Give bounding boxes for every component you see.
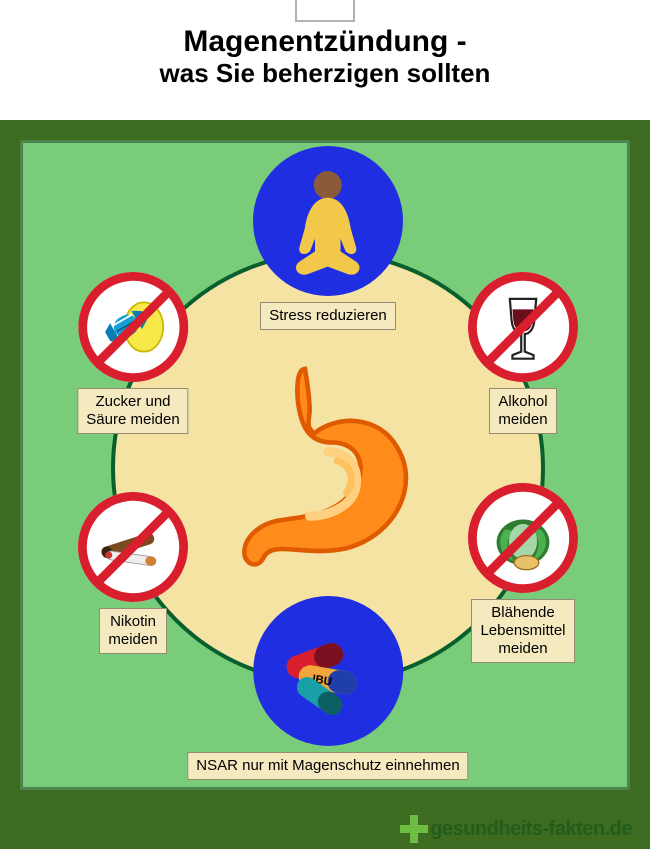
cabbage-icon [468, 483, 578, 593]
main-area: Stress reduzieren Alkoholmeiden Blähende… [0, 120, 650, 810]
wine-icon [468, 272, 578, 382]
candy-icon [78, 272, 188, 382]
cigarette-icon [78, 492, 188, 602]
header-tab-decoration [295, 0, 355, 22]
stomach-icon [213, 351, 443, 586]
footer-logo: gesundheits-fakten.de [400, 815, 632, 843]
node-sugar: Zucker undSäure meiden [77, 272, 188, 434]
node-label-sugar: Zucker undSäure meiden [77, 388, 188, 434]
node-label-bloating: BlähendeLebensmittelmeiden [471, 599, 574, 663]
subtitle: was Sie beherzigen sollten [0, 58, 650, 89]
node-label-stress: Stress reduzieren [260, 302, 396, 330]
node-label-alcohol: Alkoholmeiden [489, 388, 556, 434]
node-label-nicotine: Nikotinmeiden [99, 608, 166, 654]
title: Magenentzündung - [0, 25, 650, 58]
node-alcohol: Alkoholmeiden [468, 272, 578, 434]
node-nicotine: Nikotinmeiden [78, 492, 188, 654]
infographic-page: Magenentzündung - was Sie beherzigen sol… [0, 0, 650, 849]
node-bloating: BlähendeLebensmittelmeiden [468, 483, 578, 663]
panel: Stress reduzieren Alkoholmeiden Blähende… [20, 140, 630, 790]
meditation-icon [253, 146, 403, 296]
node-label-nsar: NSAR nur mit Magenschutz einnehmen [187, 752, 468, 780]
node-stress: Stress reduzieren [253, 146, 403, 330]
pills-icon: IBU [253, 596, 403, 746]
node-nsar: IBU NSAR nur mit Magenschutz einnehmen [187, 596, 468, 780]
logo-text: gesundheits-fakten.de [430, 818, 632, 841]
logo-cross-icon [400, 815, 428, 843]
header: Magenentzündung - was Sie beherzigen sol… [0, 0, 650, 120]
